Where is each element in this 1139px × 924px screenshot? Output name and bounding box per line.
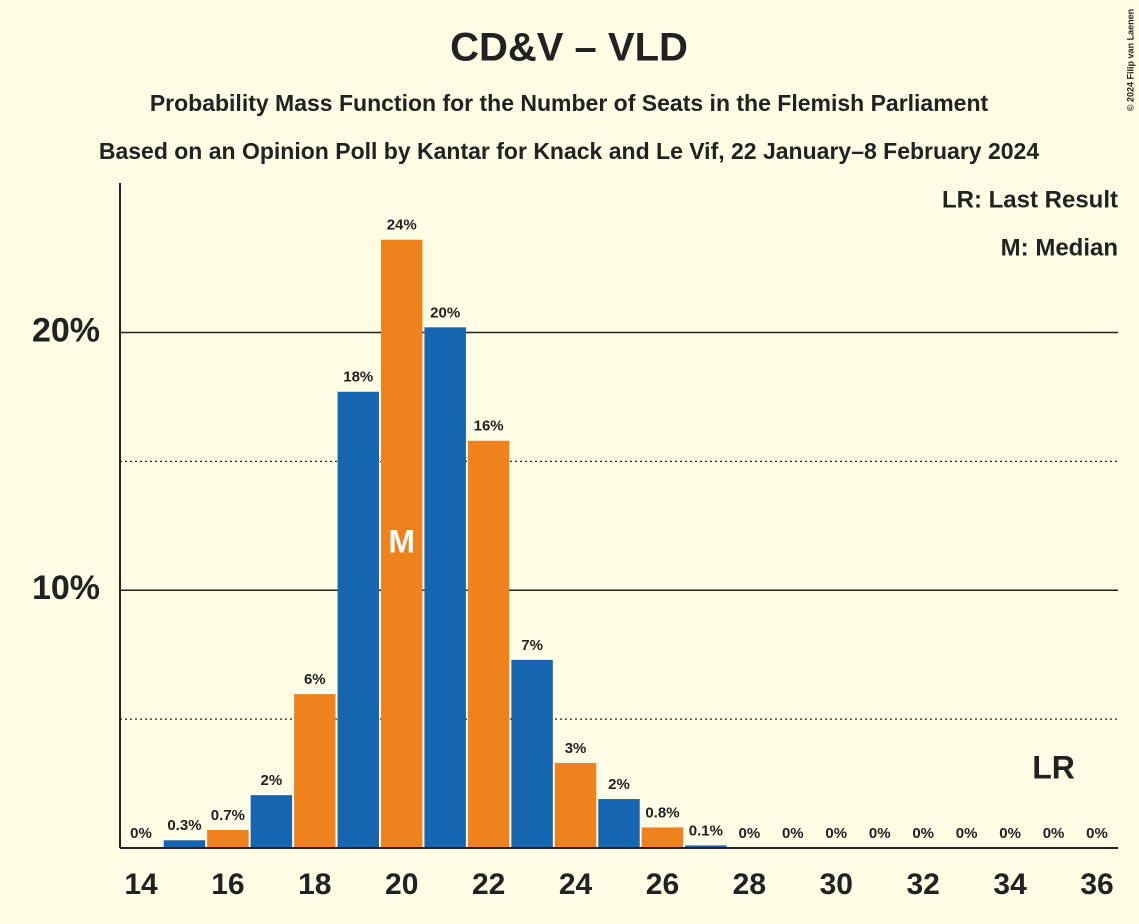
x-tick-label: 30 (820, 868, 853, 901)
bar (685, 845, 727, 848)
bar (250, 795, 293, 848)
bar (424, 327, 466, 849)
value-label: 0.1% (689, 822, 723, 839)
value-label: 0% (912, 825, 934, 842)
value-label: 6% (304, 671, 326, 688)
legend-entry: LR: Last Result (942, 186, 1118, 213)
chart-title: CD&V – VLD (450, 26, 688, 70)
bar (337, 391, 379, 848)
x-tick-label: 16 (211, 868, 244, 901)
value-label: 16% (474, 418, 504, 435)
value-label: 0% (956, 825, 978, 842)
bar (641, 827, 684, 848)
value-label: 0% (1043, 825, 1065, 842)
chart-subtitle: Probability Mass Function for the Number… (150, 90, 989, 116)
x-tick-label: 20 (385, 868, 418, 901)
copyright: © 2024 Filip van Laenen (1125, 9, 1135, 111)
x-tick-label: 36 (1080, 868, 1113, 901)
value-label: 2% (261, 772, 283, 789)
chart-subtitle: Based on an Opinion Poll by Kantar for K… (99, 138, 1040, 164)
value-label: 3% (565, 740, 587, 757)
x-tick-label: 28 (733, 868, 766, 901)
bar (598, 799, 640, 848)
x-tick-label: 26 (646, 868, 679, 901)
value-label: 0% (130, 825, 152, 842)
bar (294, 694, 336, 848)
x-tick-label: 14 (124, 868, 158, 901)
value-label: 24% (387, 217, 417, 234)
value-label: 0% (869, 825, 891, 842)
bar (381, 239, 423, 848)
value-label: 0.8% (645, 804, 679, 821)
value-label: 0% (782, 825, 804, 842)
x-tick-label: 18 (298, 868, 331, 901)
bar (554, 762, 597, 848)
value-label: 20% (430, 304, 460, 321)
value-label: 2% (608, 776, 630, 793)
x-tick-label: 24 (559, 868, 593, 901)
value-label: 0.7% (211, 807, 245, 824)
y-tick-label: 10% (32, 569, 100, 607)
bar (207, 829, 249, 848)
last-result-marker: LR (1032, 749, 1075, 785)
median-marker: M (388, 523, 415, 559)
bar (163, 840, 206, 848)
value-label: 0% (739, 825, 761, 842)
bar (467, 440, 510, 848)
value-label: 0% (1086, 825, 1108, 842)
value-label: 0.3% (167, 817, 201, 834)
bar (511, 659, 553, 848)
x-tick-label: 34 (993, 868, 1027, 901)
value-label: 0% (825, 825, 847, 842)
value-label: 0% (999, 825, 1021, 842)
value-label: 18% (343, 369, 373, 386)
x-tick-label: 22 (472, 868, 505, 901)
x-tick-label: 32 (906, 868, 939, 901)
value-label: 7% (521, 637, 543, 654)
y-tick-label: 20% (32, 311, 100, 349)
legend-entry: M: Median (1001, 234, 1118, 261)
